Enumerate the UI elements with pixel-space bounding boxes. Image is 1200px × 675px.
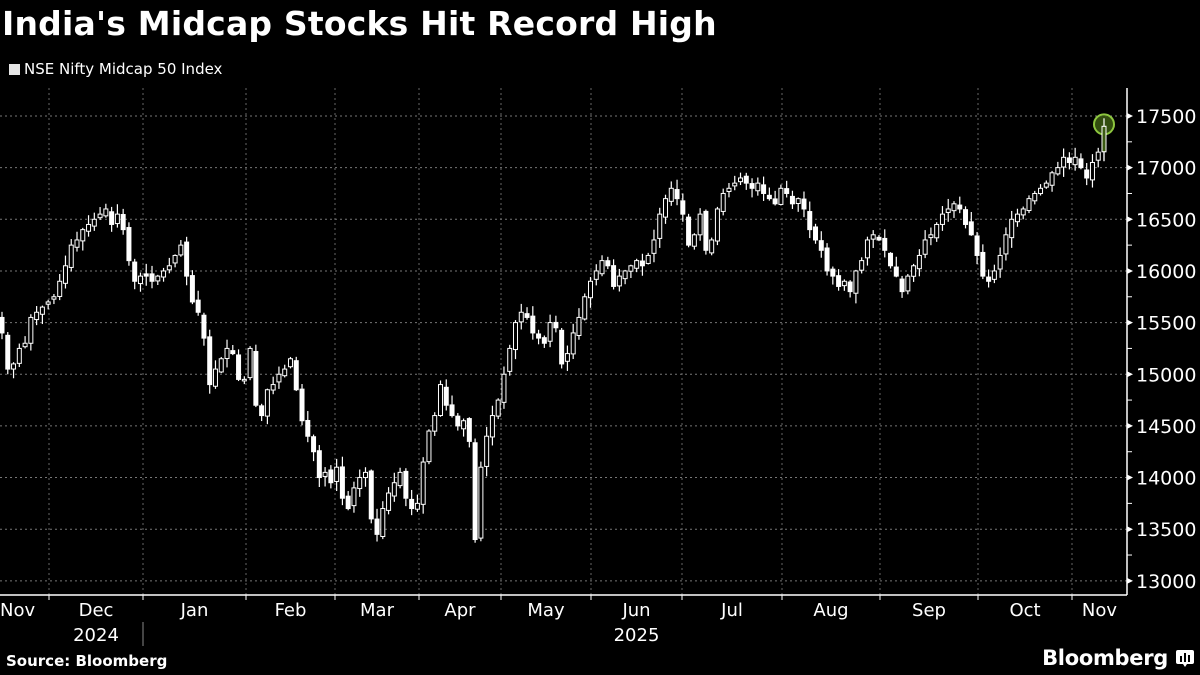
bloomberg-logo: Bloomberg <box>1042 646 1168 670</box>
y-tick-label: 14500 <box>1136 416 1196 438</box>
candles <box>0 118 1107 543</box>
chart-title: India's Midcap Stocks Hit Record High <box>2 4 717 43</box>
record-high-marker <box>1093 113 1115 162</box>
x-month-label: Aug <box>813 600 848 621</box>
x-month-label: Mar <box>360 600 395 621</box>
x-month-label: Sep <box>912 600 946 621</box>
y-axis: 13000 13500 14000 14500 15000 15500 16000 16500… <box>1126 88 1196 595</box>
x-month-label: Jan <box>180 600 209 621</box>
y-tick-label: 16500 <box>1136 209 1196 231</box>
legend-swatch <box>9 63 20 75</box>
x-month-label: Dec <box>79 600 114 621</box>
x-month-label: Jun <box>621 600 650 621</box>
legend: NSE Nifty Midcap 50 Index <box>9 60 222 78</box>
candlestick-chart: 13000 13500 14000 14500 15000 15500 16000 16500… <box>0 88 1196 646</box>
y-tick-label: 13000 <box>1136 571 1196 593</box>
x-month-label: Nov <box>0 600 35 621</box>
x-month-label: Apr <box>444 600 476 621</box>
x-axis: Nov Dec Jan Feb Mar Apr May Jun Jul Aug Sep Oct Nov 2… <box>0 594 1127 646</box>
x-month-label: May <box>527 600 565 621</box>
x-month-label: Feb <box>275 600 307 621</box>
y-tick-label: 17000 <box>1136 158 1196 180</box>
y-tick-label: 15000 <box>1136 364 1196 386</box>
y-tick-label: 16000 <box>1136 261 1196 283</box>
y-tick-label: 14000 <box>1136 468 1196 490</box>
x-month-label: Jul <box>720 600 743 621</box>
y-tick-label: 13500 <box>1136 519 1196 541</box>
x-year-label: 2025 <box>614 625 660 646</box>
bloomberg-chart-icon <box>1176 650 1194 667</box>
x-month-label: Nov <box>1082 600 1117 621</box>
y-tick-label: 17500 <box>1136 106 1196 128</box>
x-month-label: Oct <box>1009 600 1040 621</box>
x-year-label: 2024 <box>73 625 119 646</box>
source-note: Source: Bloomberg <box>6 652 168 670</box>
y-tick-label: 15500 <box>1136 313 1196 335</box>
legend-label: NSE Nifty Midcap 50 Index <box>24 60 223 78</box>
